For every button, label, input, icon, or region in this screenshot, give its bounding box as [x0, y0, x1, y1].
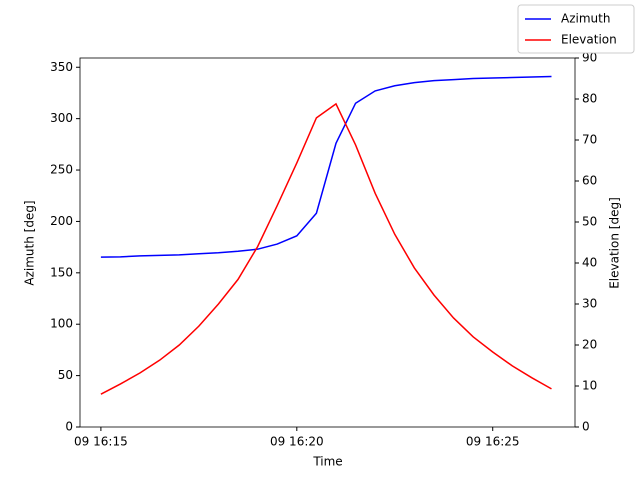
y2-tick-label: 10 [582, 379, 597, 393]
legend-label: Azimuth [561, 12, 610, 26]
x-tick-label: 09 16:25 [466, 435, 520, 449]
y-tick-label: 150 [50, 265, 73, 279]
y2-tick-label: 40 [582, 256, 597, 270]
y2-tick-label: 90 [582, 51, 597, 65]
y-tick-label: 250 [50, 163, 73, 177]
y-tick-label: 200 [50, 214, 73, 228]
y2-tick-label: 20 [582, 338, 597, 352]
y-tick-label: 300 [50, 111, 73, 125]
y2-tick-label: 70 [582, 133, 597, 147]
y-tick-label: 100 [50, 317, 73, 331]
y-tick-label: 350 [50, 60, 73, 74]
y2-tick-label: 50 [582, 215, 597, 229]
legend-label: Elevation [561, 33, 617, 47]
y2-tick-label: 0 [582, 420, 590, 434]
y2-axis-label: Elevation [deg] [608, 197, 622, 289]
x-tick-label: 09 16:15 [74, 435, 128, 449]
y-tick-label: 50 [58, 368, 73, 382]
y2-tick-label: 30 [582, 297, 597, 311]
x-axis-label: Time [312, 455, 342, 469]
y-axis-label: Azimuth [deg] [23, 200, 37, 285]
y2-tick-label: 80 [582, 92, 597, 106]
series-line [100, 102, 552, 395]
series-line [100, 75, 552, 258]
y2-tick-label: 60 [582, 174, 597, 188]
legend-box [517, 4, 635, 54]
axes-frame [79, 57, 576, 428]
x-tick-label: 09 16:20 [270, 435, 324, 449]
y-tick-label: 0 [65, 420, 73, 434]
